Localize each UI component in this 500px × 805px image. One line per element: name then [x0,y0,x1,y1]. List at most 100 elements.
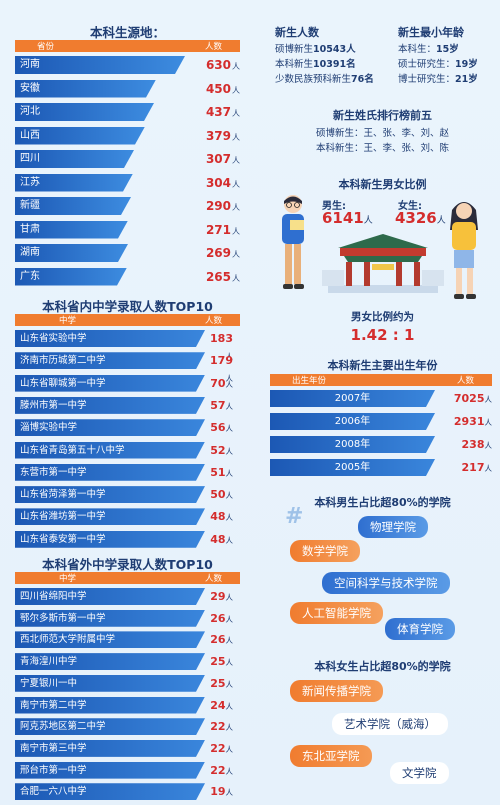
school-value: 22人 [210,763,233,777]
school-row: 山东省聊城第一中学 70人 [15,375,240,392]
province-row: 广东 265人 [15,268,240,286]
female-count: 4326人 [395,209,446,227]
outprov-header: 中学 人数 [15,572,240,584]
school-row: 淄博实验中学 56人 [15,419,240,436]
province-row: 甘肃 271人 [15,221,240,239]
school-name: 青海湟川中学 [15,653,205,670]
female-student-illustration [450,202,478,299]
school-name: 西北师范大学附属中学 [15,631,205,648]
school-name: 山东省潍坊第一中学 [15,508,205,525]
school-value: 52人 [210,443,233,457]
province-value: 437人 [205,105,240,119]
province-value: 290人 [205,199,240,213]
gender-title: 本科新生男女比例 [338,178,427,191]
inprov-header: 中学 人数 [15,314,240,326]
school-row: 山东省泰安第一中学 48人 [15,531,240,548]
province-bar: 河南 [15,56,185,74]
newcount-line-3: 少数民族预科新生76名 [275,74,374,85]
province-bar: 湖南 [15,244,128,262]
year-row: 2006年 2931人 [270,413,492,430]
school-value: 26人 [210,633,233,647]
school-name: 鄂尔多斯市第一中学 [15,610,205,627]
male-count: 6141人 [322,209,373,227]
province-bar: 甘肃 [15,221,128,239]
province-value: 269人 [205,246,240,260]
school-name: 山东省菏泽第一中学 [15,486,205,503]
province-bar: 山西 [15,127,145,145]
female-college-2: 艺术学院（威海） [332,713,448,735]
school-value: 50人 [210,488,233,502]
year-label: 2007年 [270,390,435,407]
newcount-line-2: 本科新生10391名 [275,59,356,70]
school-name: 山东省实验中学 [15,330,205,347]
female-label: 女生: [398,201,422,212]
school-value: 183人 [210,332,233,361]
hash-decoration: # [285,504,304,529]
year-label: 2006年 [270,413,435,430]
school-value: 51人 [210,465,233,479]
school-name: 宁夏银川一中 [15,675,205,692]
year-value: 2931人 [453,415,492,428]
youngest-line-2: 硕士研究生：19岁 [398,59,478,70]
school-value: 19人 [210,785,233,799]
newcount-title: 新生人数 [275,26,319,39]
school-value: 26人 [210,611,233,625]
province-bar: 四川 [15,150,134,168]
province-row: 四川 307人 [15,150,240,168]
school-value: 179人 [210,354,233,384]
school-row: 西北师范大学附属中学 26人 [15,631,240,648]
province-value: 450人 [205,81,240,96]
sources-header-name: 省份 [37,42,55,52]
inprov-header-count: 人数 [204,316,222,326]
year-label: 2005年 [270,459,435,476]
female-college-1: 新闻传播学院 [290,680,383,702]
school-value: 29人 [210,590,233,603]
surnames-line-1: 硕博新生：王、张、李、刘、赵 [315,128,449,139]
school-row: 南宁市第三中学 22人 [15,740,240,757]
province-bar: 广东 [15,268,127,286]
sources-header: 省份 人数 [15,40,240,52]
ratio-label: 男女比例约为 [351,311,414,323]
school-row: 宁夏银川一中 25人 [15,675,240,692]
school-value: 48人 [210,532,233,546]
school-name: 山东省泰安第一中学 [15,531,205,548]
province-value: 271人 [205,222,240,237]
school-name: 滕州市第一中学 [15,397,205,414]
ratio-value: 1.42 : 1 [350,326,415,344]
school-row: 合肥一六八中学 19人 [15,783,240,800]
inprov-header-name: 中学 [59,316,77,326]
province-row: 江苏 304人 [15,174,240,192]
year-label: 2008年 [270,436,435,453]
male-student-illustration [282,195,304,289]
school-name: 南宁市第二中学 [15,697,205,714]
years-header-count: 人数 [456,376,474,386]
school-name: 邢台市第一中学 [15,762,205,779]
province-row: 新疆 290人 [15,197,240,215]
province-value: 307人 [205,152,240,166]
male-college-4: 人工智能学院 [290,602,383,624]
province-bar: 河北 [15,103,154,121]
school-value: 24人 [210,698,233,712]
school-row: 东营市第一中学 51人 [15,464,240,481]
newcount-lines: 硕博新生10543人 本科新生10391名 少数民族预科新生76名 [275,41,374,86]
year-row: 2007年 7025人 [270,390,492,407]
male-college-5: 体育学院 [385,618,455,640]
youngest-title: 新生最小年龄 [398,26,464,39]
school-value: 25人 [210,655,233,669]
province-bar: 江苏 [15,174,133,192]
school-name: 四川省绵阳中学 [15,588,205,605]
school-row: 鄂尔多斯市第一中学 26人 [15,610,240,627]
years-header: 出生年份 人数 [270,374,492,386]
inprov-title: 本科省内中学录取人数TOP10 [42,299,213,314]
province-value: 630人 [205,58,240,72]
school-name: 济南市历城第二中学 [15,352,205,369]
province-bar: 新疆 [15,197,131,215]
school-row: 济南市历城第二中学 179人 [15,352,240,384]
school-value: 22人 [210,720,233,734]
province-row: 河北 437人 [15,103,240,121]
province-row: 安徽 450人 [15,80,240,98]
year-value: 238人 [461,438,492,451]
year-value: 7025人 [453,392,492,405]
female-college-3: 东北亚学院 [290,745,372,767]
province-value: 265人 [205,269,240,284]
